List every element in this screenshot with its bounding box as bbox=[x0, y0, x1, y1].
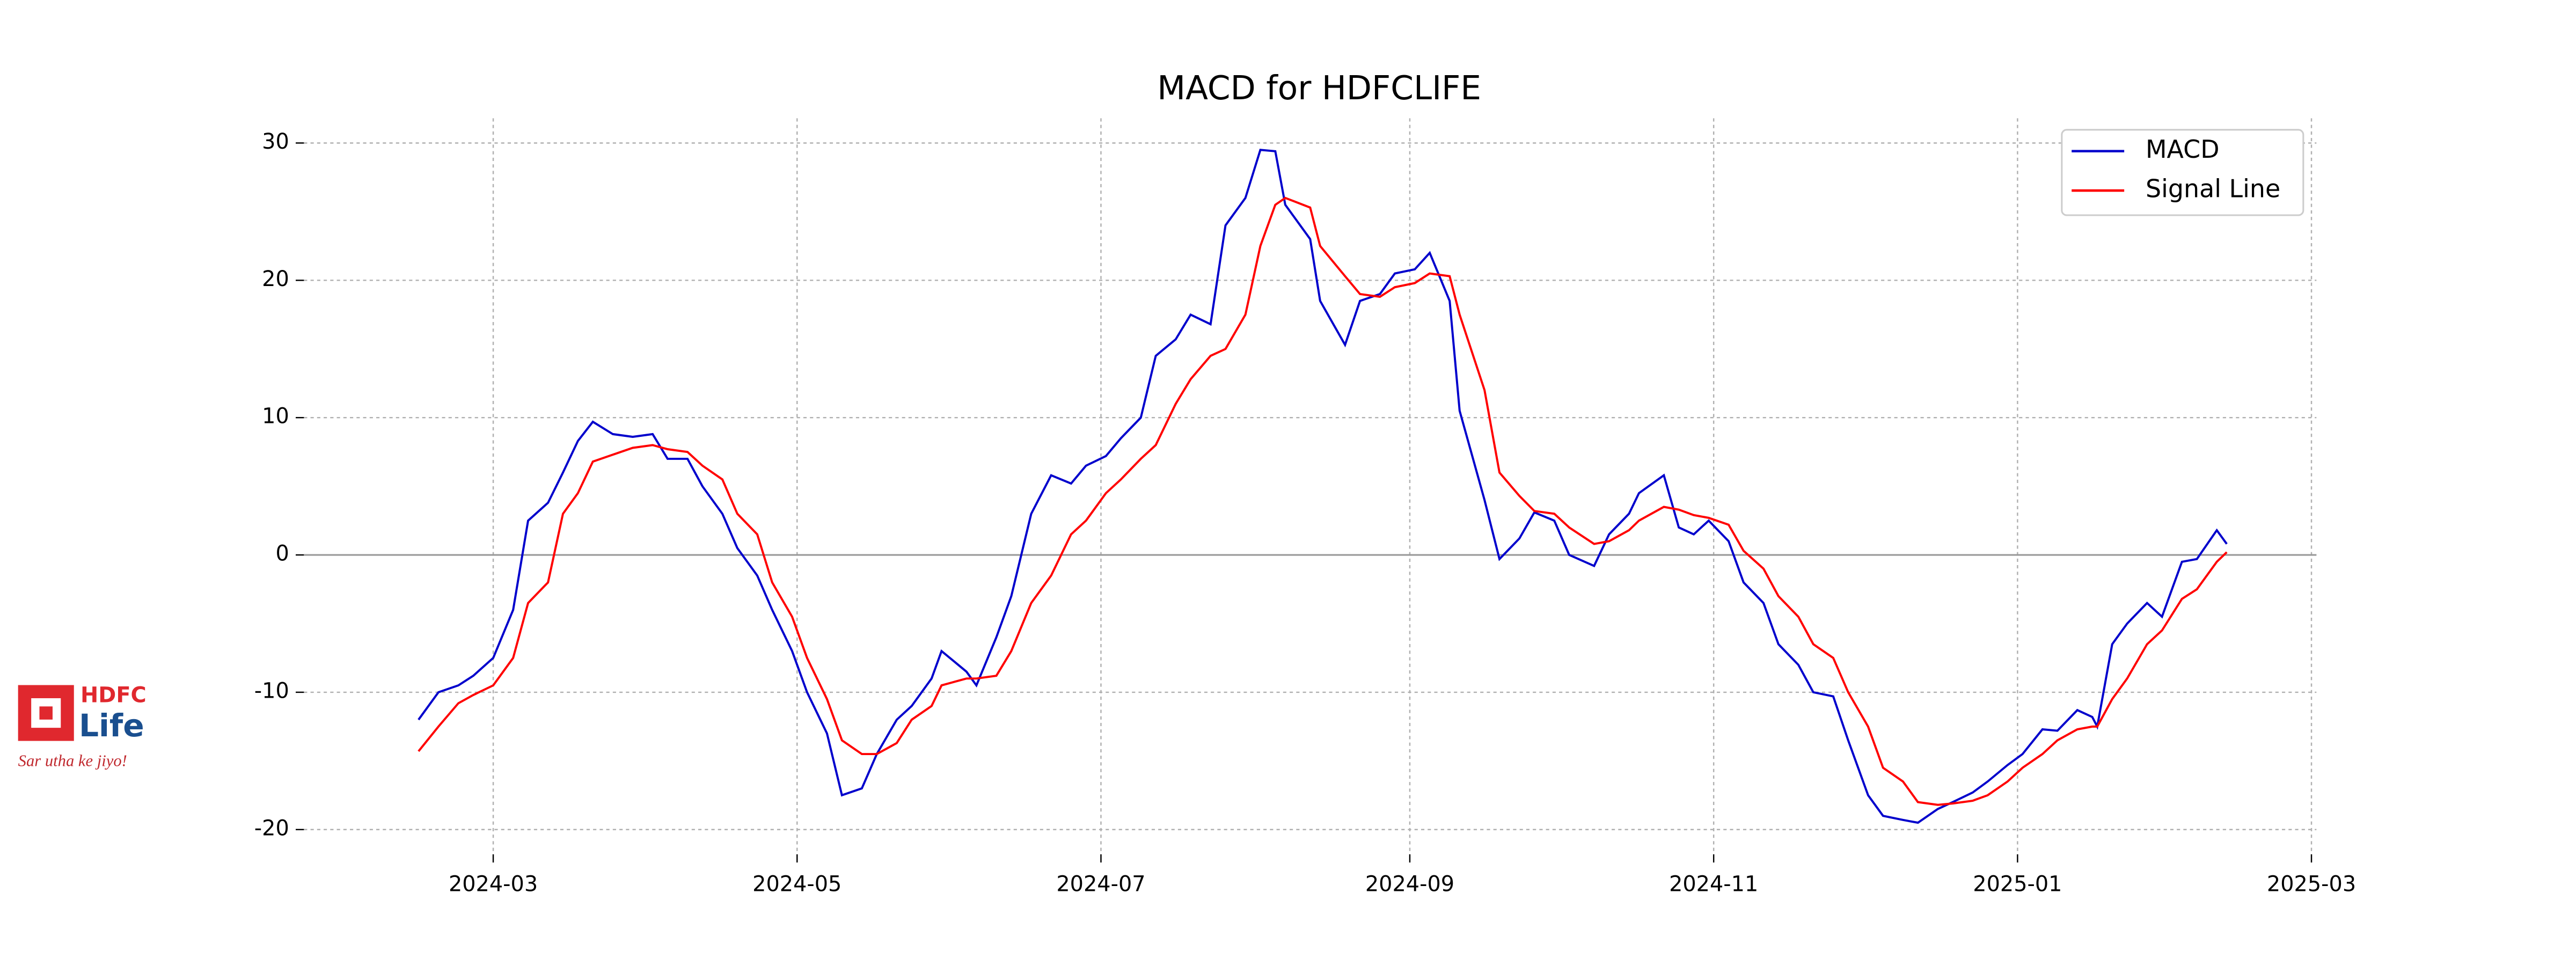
x-tick-label: 2024-03 bbox=[449, 872, 538, 897]
y-tick-label: 30 bbox=[262, 129, 289, 154]
y-tick-label: -10 bbox=[254, 678, 289, 703]
y-tick-label: 10 bbox=[262, 404, 289, 429]
x-tick-label: 2025-01 bbox=[1973, 872, 2062, 897]
logo-core bbox=[39, 706, 53, 720]
logo-tagline: Sar utha ke jiyo! bbox=[18, 751, 127, 770]
logo-brand: HDFC bbox=[80, 683, 147, 707]
logo-product: Life bbox=[79, 707, 144, 744]
line-series bbox=[418, 196, 2228, 806]
legend-label: Signal Line bbox=[2146, 174, 2280, 203]
x-tick-label: 2025-03 bbox=[2267, 872, 2356, 897]
chart-title: MACD for HDFCLIFE bbox=[1157, 69, 1481, 107]
logo: HDFC Life Sar utha ke jiyo! bbox=[18, 683, 147, 770]
line-series bbox=[418, 149, 2228, 824]
x-tick-label: 2024-05 bbox=[752, 872, 841, 897]
legend: MACD Signal Line bbox=[2061, 129, 2304, 216]
y-tick-label: 20 bbox=[262, 267, 289, 291]
x-tick-label: 2024-07 bbox=[1056, 872, 1145, 897]
y-tick-label: 0 bbox=[275, 541, 289, 566]
legend-label: MACD bbox=[2146, 135, 2220, 164]
x-tick-label: 2024-11 bbox=[1669, 872, 1758, 897]
y-tick-label: -20 bbox=[254, 816, 289, 840]
x-tick-label: 2024-09 bbox=[1365, 872, 1454, 897]
